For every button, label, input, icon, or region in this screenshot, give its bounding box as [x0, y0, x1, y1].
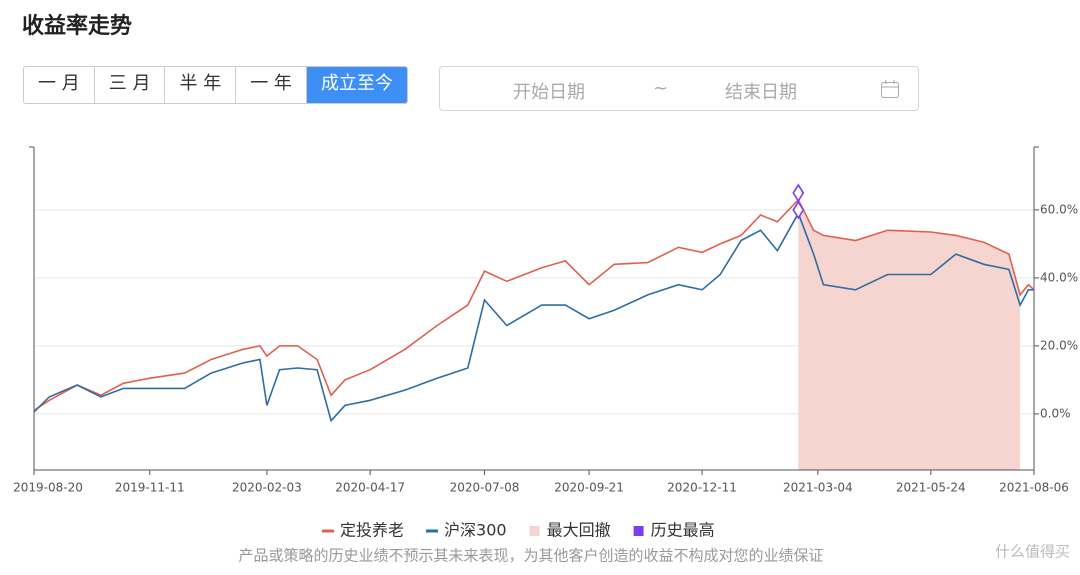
- y-tick-label: 40.0%: [1040, 270, 1078, 284]
- x-tick-label: 2020-07-08: [450, 481, 520, 495]
- high-marker: [792, 200, 805, 220]
- start-date[interactable]: 开始日期: [513, 82, 585, 103]
- tab[interactable]: 半 年: [165, 67, 237, 103]
- series-line: [33, 198, 1035, 412]
- legend-swatch: [633, 526, 644, 536]
- separator: ~: [653, 78, 669, 99]
- disclaimer: 产品或策略的历史业绩不预示其未来表现，为其他客户创造的收益不构成对您的业绩保证: [238, 547, 823, 565]
- legend-label: 沪深300: [444, 521, 507, 540]
- end-date[interactable]: 结束日期: [725, 82, 797, 103]
- watermark: 什么值得买: [995, 543, 1070, 561]
- x-tick-label: 2021-05-24: [896, 481, 966, 495]
- x-tick-label: 2019-08-20: [13, 481, 83, 495]
- title: 收益率走势: [22, 14, 133, 39]
- x-tick-label: 2020-09-21: [554, 481, 624, 495]
- tab-group: 一 月三 月半 年一 年成立至今: [23, 66, 408, 104]
- legend-label: 最大回撤: [547, 521, 611, 540]
- x-tick-label: 2020-02-03: [232, 481, 302, 495]
- tab[interactable]: 一 年: [236, 67, 307, 103]
- x-tick-label: 2020-12-11: [667, 481, 737, 495]
- x-tick-label: 2021-08-06: [999, 481, 1069, 495]
- legend-label: 历史最高: [651, 521, 715, 540]
- x-tick-label: 2021-03-04: [783, 481, 853, 495]
- calendar-icon[interactable]: [880, 79, 900, 99]
- legend-swatch: [529, 526, 540, 536]
- series-line: [33, 211, 1034, 423]
- drawdown-area: [798, 199, 1021, 470]
- x-tick-label: 2019-11-11: [115, 481, 185, 495]
- y-tick-label: 20.0%: [1040, 338, 1078, 352]
- tab[interactable]: 三 月: [95, 67, 166, 103]
- tab[interactable]: 成立至今: [306, 67, 407, 103]
- tab[interactable]: 一 月: [24, 67, 95, 103]
- y-tick-label: 60.0%: [1040, 202, 1078, 216]
- date-picker[interactable]: 开始日期 ~ 结束日期: [439, 66, 919, 111]
- legend-label: 定投养老: [340, 521, 404, 540]
- x-tick-label: 2020-04-17: [335, 481, 405, 495]
- high-marker: [792, 183, 805, 203]
- y-tick-label: 0.0%: [1040, 406, 1071, 420]
